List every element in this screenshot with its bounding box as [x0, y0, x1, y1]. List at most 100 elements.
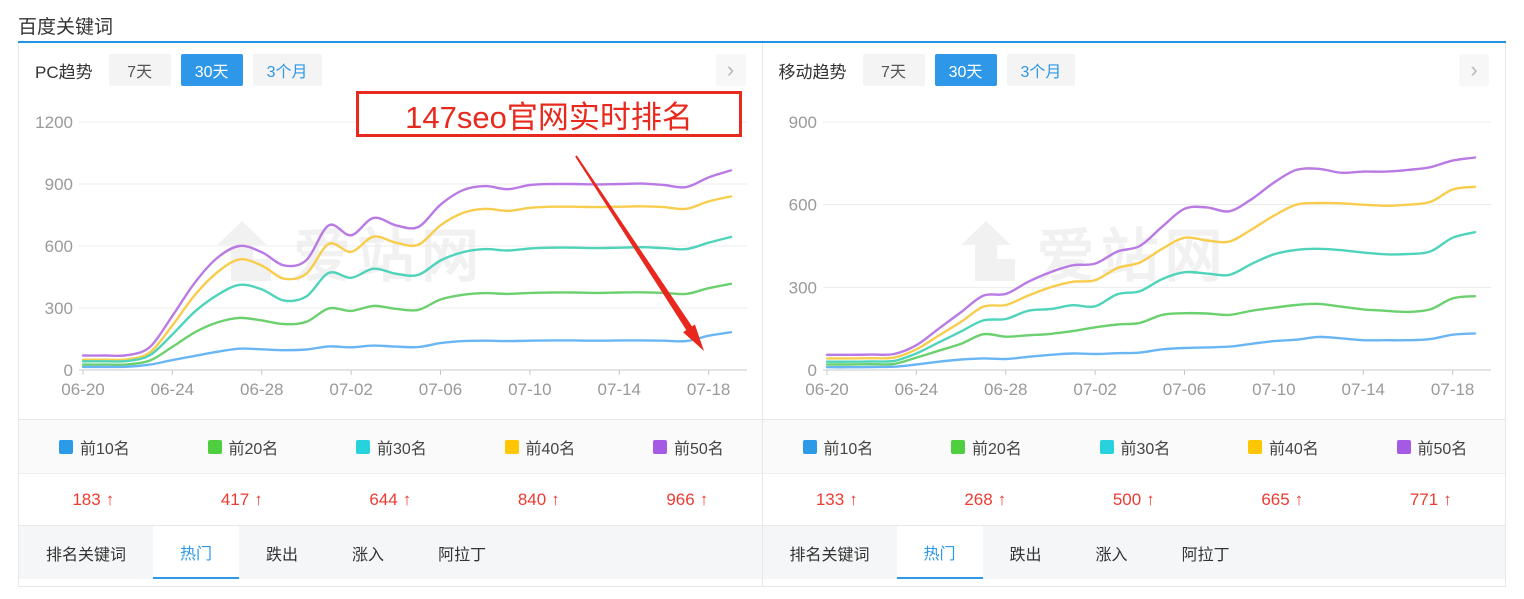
pc-tab-dropped[interactable]: 跌出 [266, 546, 299, 564]
svg-text:07-18: 07-18 [1430, 380, 1473, 399]
mobile-legend-top50[interactable]: 前50名 [1357, 420, 1506, 473]
pc-values: 183 ↑ 417 ↑ 644 ↑ 840 ↑ 966 ↑ [19, 473, 762, 525]
up-arrow-icon: ↑ [551, 489, 560, 509]
keyword-trend-board: PC趋势 7天 30天 3个月 › 爱站网 0 300 600 900 1200 06-2… [18, 43, 1506, 587]
mobile-tab-ranking-keywords[interactable]: 排名关键词 [789, 546, 870, 564]
svg-text:07-06: 07-06 [1162, 380, 1205, 399]
svg-text:1200: 1200 [35, 113, 73, 132]
pc-tab-7d[interactable]: 7天 [108, 54, 171, 86]
pc-line-chart: 0 300 600 900 1200 06-20 06-24 06-28 07-02 07-06 0… [35, 113, 747, 399]
mobile-panel-header: 移动趋势 7天 30天 3个月 › [763, 43, 1506, 97]
top20-swatch-icon [951, 439, 965, 454]
page-title: 百度关键词 [18, 17, 114, 38]
pc-legend-top40[interactable]: 前40名 [465, 420, 614, 473]
mobile-value-top40: 665 ↑ [1261, 489, 1304, 509]
pc-next-chevron-icon[interactable]: › [715, 54, 746, 86]
top20-swatch-icon [207, 439, 222, 454]
svg-text:600: 600 [45, 237, 73, 256]
up-arrow-icon: ↑ [1443, 489, 1452, 509]
mobile-tab-3m[interactable]: 3个月 [1006, 54, 1076, 86]
top50-swatch-icon [653, 439, 667, 454]
mobile-tab-aladdin[interactable]: 阿拉丁 [1181, 546, 1230, 564]
top30-swatch-icon [1099, 439, 1114, 454]
svg-text:07-18: 07-18 [687, 380, 730, 399]
svg-text:0: 0 [807, 361, 816, 380]
mobile-tab-30d[interactable]: 30天 [934, 54, 997, 86]
mobile-trend-panel: 移动趋势 7天 30天 3个月 › 爱站网 0 300 600 900 06-20 06-… [761, 43, 1506, 586]
pc-tab-3m[interactable]: 3个月 [252, 54, 322, 86]
mobile-trend-label: 移动趋势 [778, 62, 847, 82]
pc-legend-top50[interactable]: 前50名 [613, 420, 762, 473]
up-arrow-icon: ↑ [699, 489, 709, 509]
up-arrow-icon: ↑ [1146, 489, 1155, 509]
pc-chart-area[interactable]: 爱站网 0 300 600 900 1200 06-20 06-24 06-28 07-02 07… [19, 97, 762, 419]
up-arrow-icon: ↑ [849, 489, 858, 509]
svg-text:06-20: 06-20 [805, 380, 848, 399]
pc-tab-30d[interactable]: 30天 [180, 54, 243, 86]
pc-value-top40: 840 ↑ [517, 489, 560, 509]
mobile-value-top50: 771 ↑ [1409, 489, 1452, 509]
svg-text:600: 600 [788, 196, 816, 215]
pc-legend: 前10名 前20名 前30名 前40名 前50名 [19, 419, 762, 473]
mobile-tab-7d[interactable]: 7天 [862, 54, 925, 86]
pc-legend-top20[interactable]: 前20名 [168, 420, 317, 473]
svg-text:07-02: 07-02 [329, 380, 372, 399]
up-arrow-icon: ↑ [997, 489, 1007, 509]
top10-swatch-icon [59, 439, 73, 454]
mobile-tab-hot[interactable]: 热门 [896, 526, 983, 579]
svg-text:06-20: 06-20 [61, 380, 104, 399]
up-arrow-icon: ↑ [402, 489, 412, 509]
top50-swatch-icon [1396, 439, 1411, 454]
pc-panel-header: PC趋势 7天 30天 3个月 › [19, 43, 762, 97]
svg-text:900: 900 [788, 113, 816, 132]
svg-text:07-02: 07-02 [1073, 380, 1116, 399]
pc-value-top10: 183 ↑ [72, 489, 115, 509]
mobile-value-top20: 268 ↑ [964, 489, 1007, 509]
pc-value-top30: 644 ↑ [369, 489, 412, 509]
mobile-value-top30: 500 ↑ [1112, 489, 1155, 509]
pc-legend-top30[interactable]: 前30名 [316, 420, 465, 473]
mobile-line-chart: 0 300 600 900 06-20 06-24 06-28 07-02 07-06 07-10… [788, 113, 1491, 399]
svg-text:07-10: 07-10 [508, 380, 551, 399]
pc-tab-aladdin[interactable]: 阿拉丁 [438, 546, 487, 564]
svg-text:06-28: 06-28 [984, 380, 1027, 399]
top40-swatch-icon [1248, 439, 1262, 454]
mobile-next-chevron-icon[interactable]: › [1459, 54, 1489, 86]
svg-text:07-14: 07-14 [1341, 380, 1384, 399]
svg-text:07-06: 07-06 [419, 380, 462, 399]
svg-text:06-28: 06-28 [240, 380, 283, 399]
mobile-keyword-tabs: 排名关键词 热门 跌出 涨入 阿拉丁 [762, 525, 1505, 579]
pc-legend-top10[interactable]: 前10名 [19, 420, 168, 473]
mobile-legend: 前10名 前20名 前30名 前40名 前50名 [762, 419, 1506, 473]
top40-swatch-icon [504, 439, 519, 454]
up-arrow-icon: ↑ [254, 489, 263, 509]
svg-text:06-24: 06-24 [894, 380, 937, 399]
mobile-tab-dropped[interactable]: 跌出 [1009, 546, 1042, 564]
mobile-legend-top20[interactable]: 前20名 [911, 420, 1060, 473]
title-underline [18, 41, 1506, 43]
pc-tab-hot[interactable]: 热门 [153, 526, 240, 579]
up-arrow-icon: ↑ [105, 489, 115, 509]
svg-text:300: 300 [45, 299, 73, 318]
pc-keyword-tabs: 排名关键词 热门 跌出 涨入 阿拉丁 [19, 525, 762, 579]
svg-text:900: 900 [45, 175, 73, 194]
pc-tab-ranking-keywords[interactable]: 排名关键词 [46, 546, 127, 564]
mobile-legend-top30[interactable]: 前30名 [1060, 420, 1209, 473]
mobile-tab-risen[interactable]: 涨入 [1095, 546, 1128, 564]
mobile-legend-top40[interactable]: 前40名 [1208, 420, 1357, 473]
pc-value-top50: 966 ↑ [666, 489, 709, 509]
mobile-legend-top10[interactable]: 前10名 [763, 420, 912, 473]
mobile-value-top10: 133 ↑ [815, 489, 858, 509]
mobile-chart-area[interactable]: 爱站网 0 300 600 900 06-20 06-24 06-28 07-02 07-06 0… [763, 97, 1506, 419]
svg-text:07-14: 07-14 [598, 380, 641, 399]
svg-text:07-10: 07-10 [1252, 380, 1295, 399]
mobile-values: 133 ↑ 268 ↑ 500 ↑ 665 ↑ 771 ↑ [762, 473, 1505, 525]
svg-text:0: 0 [64, 361, 73, 380]
svg-text:300: 300 [788, 278, 816, 297]
annotation-callout: 147seo官网实时排名 [356, 91, 742, 137]
up-arrow-icon: ↑ [1294, 489, 1304, 509]
pc-value-top20: 417 ↑ [220, 489, 263, 509]
svg-text:06-24: 06-24 [151, 380, 194, 399]
pc-trend-label: PC趋势 [35, 62, 93, 82]
pc-tab-risen[interactable]: 涨入 [352, 546, 385, 564]
